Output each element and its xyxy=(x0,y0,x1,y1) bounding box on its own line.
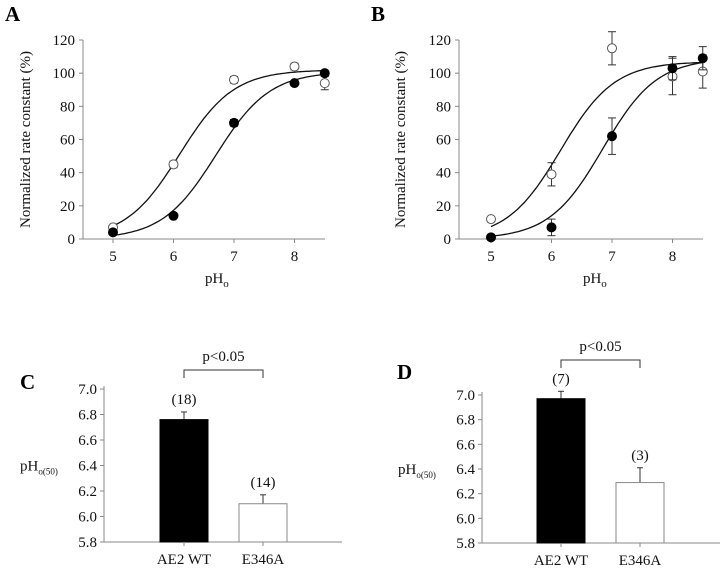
y-tick-label: 20 xyxy=(60,199,75,215)
fit-curve-filled xyxy=(112,73,325,237)
x-axis-label-subscript: o xyxy=(223,278,229,290)
x-tick-label: AE2 WT xyxy=(534,553,588,569)
data-point-filled xyxy=(697,53,708,64)
y-tick-label: 100 xyxy=(53,66,76,82)
x-tick-label: 6 xyxy=(548,249,556,265)
panel-c: C 5.8 6.0 6.2 6.4 6.6 6.8 7.0 pHo(50) AE2 WT (18) E… xyxy=(20,349,342,568)
y-tick-label: 60 xyxy=(436,133,451,149)
data-point-open xyxy=(607,43,617,54)
x-tick-label: 5 xyxy=(109,249,117,265)
x-axis-label: pHo xyxy=(205,271,229,290)
x-tick-label: 6 xyxy=(170,249,178,265)
y-tick-label: 6.8 xyxy=(456,413,475,429)
data-point-open xyxy=(289,61,300,72)
n-label: (3) xyxy=(631,448,649,464)
x-tick-label: AE2 WT xyxy=(157,552,211,568)
y-tick-label: 6.4 xyxy=(78,459,97,475)
data-point-filled xyxy=(289,78,300,89)
n-label: (18) xyxy=(172,392,197,408)
y-tick-label: 6.6 xyxy=(78,433,97,449)
y-tick-label: 0 xyxy=(68,232,76,248)
y-tick-label: 80 xyxy=(436,99,451,115)
n-label: (14) xyxy=(251,475,276,491)
y-tick-label: 6.2 xyxy=(78,484,97,500)
y-tick-label: 60 xyxy=(60,133,75,149)
data-point-open xyxy=(486,214,496,225)
fit-curve-open xyxy=(490,61,703,228)
y-tick-label: 120 xyxy=(53,33,76,49)
y-axis-label: Normalized rate constant (%) xyxy=(393,51,409,228)
bar-ae2-wt xyxy=(159,419,209,543)
y-tick-label: 6.0 xyxy=(456,511,475,527)
panel-a: A 0 20 40 60 80 100 120 5 6 7 8 pHo Normalized rate c… xyxy=(5,2,330,290)
y-tick-label: 0 xyxy=(444,232,452,248)
fit-curve-filled xyxy=(490,61,703,237)
y-axis-label: Normalized rate constant (%) xyxy=(18,51,34,228)
data-point-filled xyxy=(486,232,496,243)
data-point-filled xyxy=(229,117,239,128)
panel-label: C xyxy=(20,370,35,394)
y-tick-label: 80 xyxy=(60,99,75,115)
x-axis-label-subscript: o xyxy=(601,278,607,290)
panel-label: D xyxy=(397,360,412,384)
bar-ae2-wt xyxy=(536,398,586,544)
y-tick-label: 7.0 xyxy=(456,388,475,404)
y-tick-label: 5.8 xyxy=(78,535,97,551)
y-tick-label: 100 xyxy=(429,66,452,82)
data-point-open xyxy=(319,78,330,89)
fit-curve-open xyxy=(112,69,325,227)
significance-label: p<0.05 xyxy=(579,339,621,355)
significance-label: p<0.05 xyxy=(202,349,244,365)
bar-e346a xyxy=(238,503,288,543)
panel-b: B 0 20 40 60 80 100 120 5 6 7 8 pHo Normalized rate c… xyxy=(371,2,708,290)
y-tick-label: 7.0 xyxy=(78,382,97,398)
n-label: (7) xyxy=(552,371,570,387)
data-point-open xyxy=(168,159,179,170)
panel-label: A xyxy=(5,2,21,26)
significance-bracket xyxy=(560,359,641,368)
significance-bracket xyxy=(183,369,264,378)
y-tick-label: 40 xyxy=(436,166,451,182)
y-tick-label: 6.6 xyxy=(456,437,475,453)
x-tick-label: 8 xyxy=(669,249,677,265)
y-tick-label: 6.4 xyxy=(456,462,475,478)
x-tick-label: E346A xyxy=(242,552,285,568)
bar-e346a xyxy=(615,482,665,544)
y-tick-label: 6.8 xyxy=(78,408,97,424)
data-point-filled xyxy=(546,222,557,233)
x-tick-label: 8 xyxy=(291,249,299,265)
data-point-filled xyxy=(607,131,617,142)
y-axis-label-subscript: o(50) xyxy=(38,467,58,477)
x-tick-label: E346A xyxy=(619,553,662,569)
data-point-filled xyxy=(168,210,179,221)
y-tick-label: 5.8 xyxy=(456,536,475,552)
data-point-open xyxy=(229,74,239,85)
y-tick-label: 6.2 xyxy=(456,487,475,503)
y-tick-label: 20 xyxy=(436,199,451,215)
data-point-filled xyxy=(108,227,118,238)
y-axis-label: pHo(50) xyxy=(398,462,436,480)
x-tick-label: 7 xyxy=(608,249,616,265)
panel-label: B xyxy=(371,2,385,26)
data-point-open xyxy=(546,169,557,180)
y-tick-label: 6.0 xyxy=(78,510,97,526)
y-tick-label: 40 xyxy=(60,166,75,182)
x-tick-label: 7 xyxy=(230,249,238,265)
panel-d: D 5.8 6.0 6.2 6.4 6.6 6.8 7.0 pHo(50) AE2 WT (7) E3… xyxy=(397,339,720,569)
y-tick-label: 120 xyxy=(429,33,452,49)
y-axis-label: pHo(50) xyxy=(20,459,58,477)
data-point-filled xyxy=(667,63,678,74)
x-axis-label: pHo xyxy=(583,271,607,290)
data-point-filled xyxy=(319,68,330,79)
x-tick-label: 5 xyxy=(487,249,495,265)
y-axis-label-subscript: o(50) xyxy=(416,470,436,480)
